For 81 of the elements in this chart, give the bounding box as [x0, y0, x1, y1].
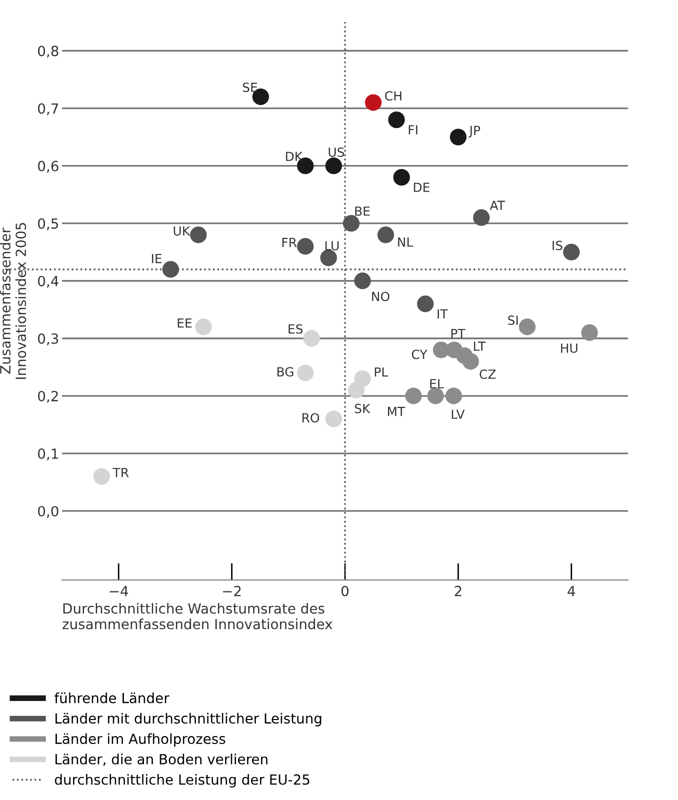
- point: [364, 94, 382, 111]
- x-tick-label: 4: [568, 586, 576, 596]
- annotation: DE: [414, 182, 430, 192]
- annotation: JP: [468, 126, 480, 138]
- annotation: PL: [374, 367, 388, 377]
- x-tick-label: 2: [454, 586, 462, 596]
- annotation: NO: [372, 292, 390, 302]
- annotation: IE: [152, 254, 162, 264]
- y-tick-label: 0,0: [38, 506, 58, 518]
- annotation: LV: [452, 410, 465, 419]
- y-tick-label: 0,2: [38, 390, 58, 403]
- point: [190, 226, 207, 244]
- annotation: BG: [277, 367, 294, 377]
- point: [354, 272, 371, 290]
- x-tick-label: −4: [110, 586, 128, 596]
- legend-label: durchschnittliche Leistung der EU-25: [54, 774, 310, 788]
- point: [325, 410, 342, 428]
- point: [348, 382, 365, 398]
- legend-label: Länder, die an Boden verlieren: [56, 754, 268, 766]
- y-tick-label: 0,6: [38, 160, 58, 173]
- point: [93, 468, 110, 485]
- annotation: LT: [474, 342, 486, 351]
- legend-label: Länder im Aufholprozess: [56, 733, 226, 747]
- annotation: FR: [282, 238, 297, 248]
- point: [473, 209, 490, 226]
- point: [450, 128, 467, 146]
- y-tick-label: 0,1: [38, 448, 58, 460]
- legend-label: Länder mit durchschnittlicher Leistung: [56, 712, 322, 726]
- annotation: IS: [552, 240, 562, 250]
- point: [303, 330, 320, 347]
- y-tick-label: 0,3: [38, 333, 58, 346]
- y-tick-label: 0,8: [38, 46, 58, 58]
- annotation: MT: [388, 406, 406, 416]
- x-tick-label: −2: [223, 586, 241, 596]
- point: [563, 244, 580, 260]
- annotation: TR: [112, 468, 129, 478]
- annotation: LU: [325, 241, 339, 250]
- annotation: DK: [286, 152, 303, 161]
- point: [320, 250, 337, 266]
- annotation: CY: [412, 350, 428, 360]
- annotation: FI: [408, 125, 418, 134]
- legend-label: führende Länder: [54, 692, 170, 704]
- annotation: CH: [385, 91, 402, 101]
- point: [195, 318, 212, 336]
- point: [462, 353, 479, 370]
- annotation: PT: [451, 328, 466, 338]
- point: [581, 324, 598, 341]
- x-axis-title: Durchschnittliche Wachstumsrate des zusammenfassenden Innovationsindex: [62, 603, 332, 630]
- annotation: BE: [355, 206, 370, 216]
- point: [518, 318, 536, 336]
- point: [427, 388, 444, 404]
- point: [388, 111, 405, 128]
- annotation: SK: [354, 404, 370, 414]
- annotation: NL: [398, 238, 414, 247]
- annotation: RO: [302, 413, 320, 423]
- annotation: ES: [288, 324, 303, 334]
- annotation: EE: [178, 318, 192, 328]
- annotation: HU: [561, 344, 578, 353]
- point: [377, 226, 394, 244]
- annotation: EL: [430, 379, 444, 388]
- annotation: CZ: [480, 369, 496, 379]
- point: [393, 168, 410, 186]
- point: [405, 388, 422, 404]
- point: [325, 157, 342, 174]
- annotation: UK: [174, 226, 190, 236]
- annotation: IT: [438, 309, 448, 318]
- point: [417, 296, 434, 312]
- annotation: AT: [490, 200, 505, 210]
- point: [162, 261, 180, 278]
- annotation: SE: [242, 82, 258, 92]
- point: [342, 215, 360, 232]
- y-axis-title: Zusammenfassender Innovationsindex 2005: [0, 222, 26, 379]
- point: [297, 364, 314, 382]
- y-tick-label: 0,4: [38, 276, 58, 288]
- annotation: SI: [508, 316, 518, 325]
- x-tick-label: 0: [341, 586, 348, 596]
- point: [297, 238, 314, 255]
- point: [445, 388, 462, 404]
- y-tick-label: 0,7: [38, 103, 58, 116]
- annotation: US: [328, 147, 344, 157]
- y-tick-label: 0,5: [38, 218, 58, 230]
